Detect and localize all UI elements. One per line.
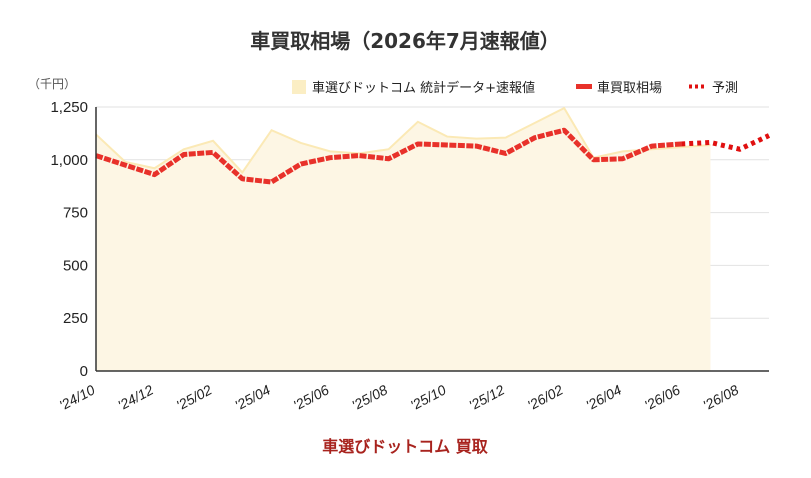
x-tick-label: '26/02 [525, 381, 566, 413]
x-tick-label: '25/04 [232, 381, 273, 413]
line-series [95, 127, 682, 185]
area-outline [95, 106, 711, 175]
main-line-path [95, 127, 682, 185]
legend-area-swatch [292, 80, 306, 94]
x-tick-label: '25/10 [408, 381, 449, 413]
x-tick-label: '26/08 [700, 381, 741, 413]
y-tick-label: 750 [63, 205, 88, 222]
forecast-line-path [681, 133, 771, 152]
legend-forecast-label: 予測 [712, 81, 738, 96]
footer-label: 車選びドットコム 買取 [322, 437, 488, 456]
x-tick-label: '24/12 [115, 381, 156, 413]
x-tick-label: '24/10 [57, 381, 98, 413]
x-tick-label: '26/04 [583, 381, 624, 413]
forecast-series [681, 133, 771, 152]
y-tick-label: 250 [63, 310, 88, 327]
y-tick-labels: 0 250 500 750 1,000 1,250 [50, 99, 88, 380]
x-tick-labels: '24/10 '24/12 '25/02 '25/04 '25/06 '25/08 '25/… [57, 381, 742, 413]
x-tick-label: '26/06 [642, 381, 683, 413]
x-tick-label: '25/12 [466, 381, 507, 413]
y-tick-label: 500 [63, 257, 88, 274]
axes [95, 107, 769, 372]
legend-line-swatch [576, 84, 592, 89]
x-tick-label: '25/06 [291, 381, 332, 413]
y-tick-label: 0 [80, 363, 88, 380]
legend: 車選びドットコム 統計データ+速報値 車買取相場 予測 [292, 80, 738, 96]
x-tick-label: '25/02 [174, 381, 215, 413]
chart-title: 車買取相場（2026年7月速報値） [250, 29, 560, 53]
area-fill [96, 108, 711, 371]
legend-line-label: 車買取相場 [597, 81, 662, 96]
y-unit-label: （千円） [28, 77, 76, 91]
y-tick-label: 1,000 [50, 152, 88, 169]
x-tick-label: '25/08 [349, 381, 390, 413]
y-tick-label: 1,250 [50, 99, 88, 116]
legend-area-label: 車選びドットコム 統計データ+速報値 [312, 80, 535, 96]
area-series [95, 106, 711, 371]
